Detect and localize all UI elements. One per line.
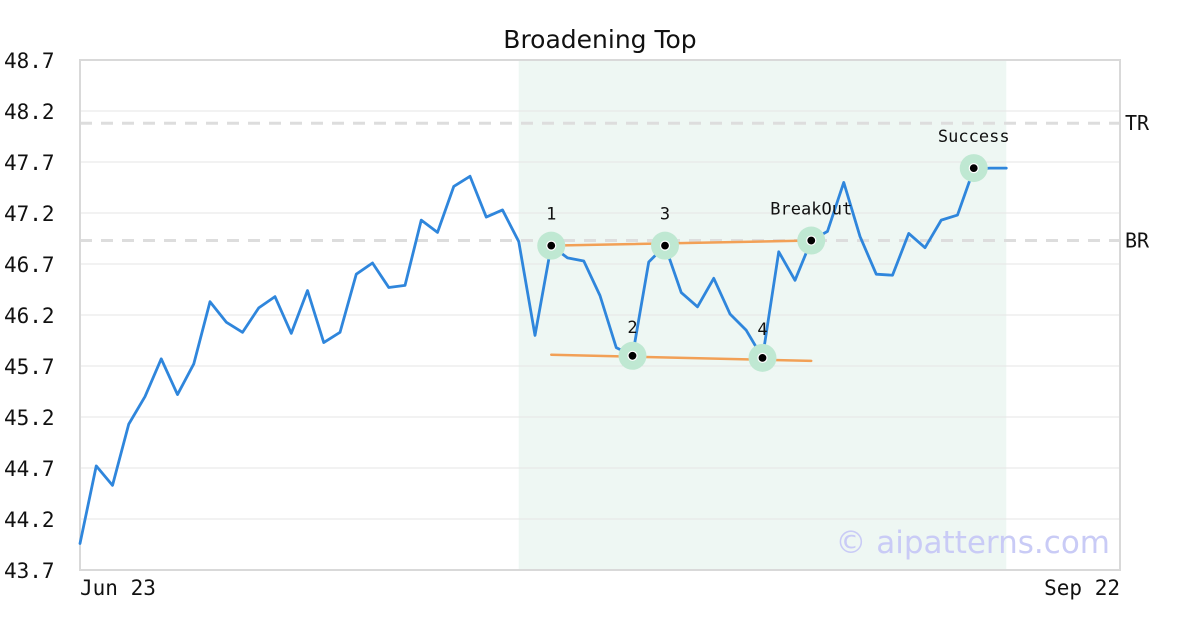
y-tick-labels: 48.7 48.2 47.7 47.2 46.7 46.2 45.7 45.2 44.7 44.2… <box>4 49 55 583</box>
marker-dot <box>546 240 557 251</box>
price-series-layer <box>78 166 1008 545</box>
marker-label: BreakOut <box>770 200 852 220</box>
marker-dot <box>627 350 638 361</box>
x-tick-label: Jun 23 <box>80 576 156 600</box>
marker-label: Success <box>938 127 1010 147</box>
markers-layer: 1 2 3 4 BreakOut Success <box>537 127 1010 372</box>
reference-label-br: BR <box>1125 229 1150 253</box>
marker-dot <box>806 235 817 246</box>
marker-label: 2 <box>627 318 637 338</box>
plot-frame <box>79 59 1121 571</box>
marker-label: 1 <box>546 205 556 225</box>
y-tick-label: 47.7 <box>4 151 55 175</box>
marker-label: 4 <box>757 320 767 340</box>
y-tick-label: 48.2 <box>4 100 55 124</box>
y-tick-label: 45.2 <box>4 406 55 430</box>
y-tick-label: 44.7 <box>4 457 55 481</box>
y-tick-label: 45.7 <box>4 355 55 379</box>
x-tick-label: Sep 22 <box>1044 576 1120 600</box>
y-tick-label: 48.7 <box>4 49 55 73</box>
chart-title: Broadening Top <box>503 25 696 54</box>
price-line <box>78 166 1008 545</box>
upper-trend-line <box>550 239 813 247</box>
reference-label-tr: TR <box>1125 111 1150 135</box>
y-tick-label: 43.7 <box>4 559 55 583</box>
x-tick-labels: Jun 23 Sep 22 <box>80 576 1120 600</box>
y-tick-label: 44.2 <box>4 508 55 532</box>
watermark: © aipatterns.com <box>835 525 1110 561</box>
marker-dot <box>968 163 979 174</box>
marker-dot <box>757 352 768 363</box>
y-tick-label: 46.7 <box>4 253 55 277</box>
marker-dot <box>659 240 671 251</box>
reference-lines-layer: TR BR <box>80 111 1150 253</box>
y-tick-label: 46.2 <box>4 304 55 328</box>
marker-label: 3 <box>660 205 670 225</box>
y-tick-label: 47.2 <box>4 202 55 226</box>
